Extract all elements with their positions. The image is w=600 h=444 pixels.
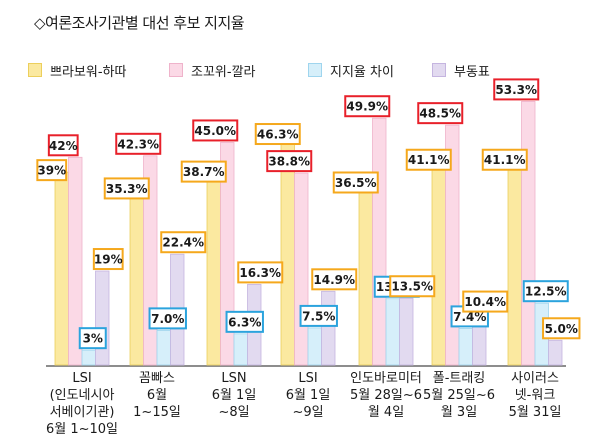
data-label-box: [389, 275, 436, 298]
bar: [445, 124, 460, 366]
legend-swatch: [432, 63, 446, 77]
category-label: 인도바로미터 5월 28일~6 월 4일: [349, 371, 423, 420]
data-label: 41.1%: [484, 153, 526, 167]
data-label-box: [115, 132, 162, 155]
bar: [321, 290, 336, 366]
data-label: 39%: [37, 164, 66, 178]
data-label-box: [332, 171, 379, 194]
bar: [358, 184, 373, 366]
category-label: 폴-트래킹 5월 25일~6 월 3일: [422, 371, 496, 420]
category-label: LSI (인도네시아 서베이기관) 6월 1~10일: [45, 371, 119, 437]
category-label: 꼼빠스 6월 1~15일: [133, 371, 181, 420]
data-label: 7.4%: [453, 310, 486, 324]
data-label-box: [344, 95, 391, 118]
data-label-box: [481, 148, 528, 171]
data-label: 35.3%: [106, 182, 148, 196]
data-label-box: [225, 310, 264, 333]
x-axis-line: [46, 365, 566, 367]
data-label-box: [542, 317, 581, 340]
data-label-box: [36, 159, 68, 182]
data-label-box: [405, 148, 452, 171]
legend-label: 부동표: [454, 64, 490, 80]
category-label: LSN 6월 1일 ~8일: [211, 371, 257, 420]
data-label: 46.3%: [257, 128, 299, 142]
data-label: 48.5%: [419, 107, 461, 121]
data-label-box: [92, 248, 124, 271]
data-label: 10.4%: [464, 295, 506, 309]
bar: [220, 142, 235, 366]
data-label: 3%: [83, 332, 103, 346]
bar: [399, 297, 414, 366]
data-label: 38.8%: [268, 155, 310, 169]
bar: [307, 327, 322, 366]
data-label: 14.9%: [313, 273, 355, 287]
bar: [458, 328, 473, 366]
legend-swatch: [308, 63, 322, 77]
data-label-box: [180, 160, 227, 183]
data-label-box: [237, 261, 284, 284]
data-label: 5.0%: [545, 322, 578, 336]
data-label: 13.5%: [391, 280, 433, 294]
bar: [548, 339, 563, 366]
data-label: 53.3%: [495, 83, 537, 97]
bar: [68, 156, 83, 366]
data-label: 22.4%: [162, 236, 204, 250]
legend-item: 쁘라보워-하따: [28, 60, 126, 80]
data-label-box: [522, 280, 569, 303]
bar: [233, 333, 248, 366]
legend: 쁘라보워-하따 조꼬위-깔라 지지율 차이 부동표: [28, 60, 588, 80]
data-label-box: [266, 150, 313, 173]
bar: [54, 171, 69, 366]
bar: [95, 270, 110, 366]
data-label-box: [417, 102, 464, 125]
bar: [385, 298, 400, 366]
data-label: 7.0%: [151, 312, 184, 326]
bar: [507, 161, 522, 366]
bar: [156, 329, 171, 366]
data-label-box: [299, 304, 338, 327]
data-label: 45.0%: [194, 124, 236, 138]
bar: [372, 117, 387, 366]
data-label: 49.9%: [346, 100, 388, 114]
data-label: 42%: [49, 139, 78, 153]
data-label-box: [47, 134, 79, 157]
data-label-box: [462, 290, 509, 313]
data-label-box: [192, 119, 239, 142]
data-label: 19%: [94, 253, 123, 267]
bar: [431, 161, 446, 366]
legend-item: 지지율 차이: [308, 60, 394, 80]
legend-swatch: [28, 63, 42, 77]
legend-item: 부동표: [432, 60, 490, 80]
data-label: 6.3%: [228, 315, 261, 329]
bar: [294, 172, 309, 366]
data-label: 7.5%: [302, 309, 335, 323]
data-label: 38.7%: [183, 165, 225, 179]
category-label: 사이러스 넷-워크 5월 31일: [508, 371, 562, 420]
category-label: LSI 6월 1일 ~9일: [285, 371, 331, 420]
data-label-box: [78, 327, 107, 350]
bar: [129, 190, 144, 366]
data-label-box: [148, 307, 187, 330]
legend-label: 지지율 차이: [330, 64, 394, 80]
legend-swatch: [169, 63, 183, 77]
legend-label: 쁘라보워-하따: [50, 64, 127, 80]
bar: [206, 173, 221, 366]
data-label-box: [493, 78, 540, 101]
bar: [81, 349, 96, 366]
data-label-box: [311, 268, 358, 291]
chart-title: ◇여론조사기관별 대선 후보 지지율: [34, 14, 245, 32]
legend-item: 조꼬위-깔라: [169, 60, 256, 80]
data-label: 41.1%: [408, 153, 450, 167]
data-label: 36.5%: [335, 176, 377, 190]
data-label: 12.5%: [525, 285, 567, 299]
data-label: 16.3%: [239, 266, 281, 280]
legend-label: 조꼬위-깔라: [191, 64, 256, 80]
data-label-box: [160, 231, 207, 254]
data-label: 42.3%: [117, 137, 159, 151]
bar: [521, 101, 536, 366]
data-label-box: [103, 177, 150, 200]
data-label-box: [254, 123, 301, 146]
